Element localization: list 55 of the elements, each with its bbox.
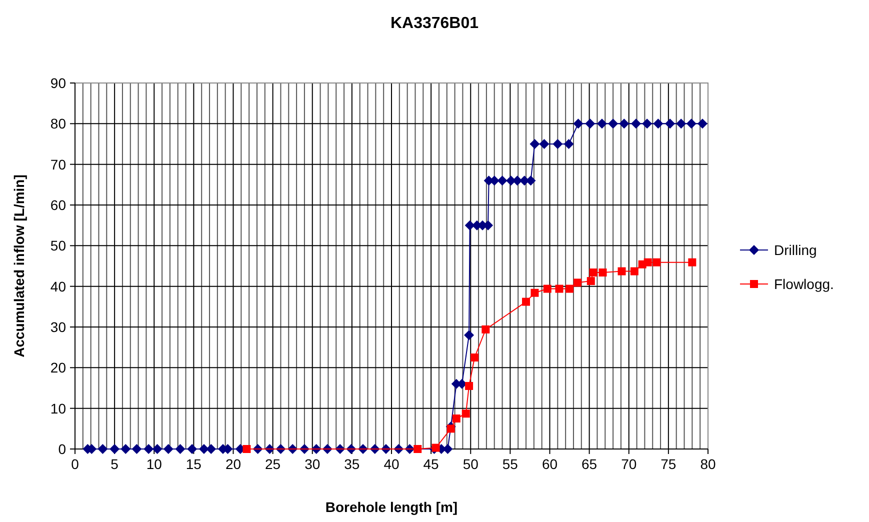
point (630, 267, 638, 276)
x-tick-label: 35 (344, 456, 360, 472)
point (644, 258, 652, 266)
point (432, 444, 440, 452)
point (618, 267, 626, 276)
point (414, 445, 422, 453)
x-tick-label: 45 (423, 456, 440, 472)
point (543, 284, 552, 293)
x-tick-label: 30 (304, 456, 320, 472)
x-tick-label: 20 (225, 456, 242, 472)
x-tick-label: 5 (110, 456, 119, 472)
x-tick-label: 50 (462, 456, 479, 472)
x-tick-label: 25 (265, 456, 281, 472)
point (242, 445, 251, 453)
y-tick-label: 90 (50, 75, 66, 91)
x-axis-title: Borehole length [m] (325, 499, 458, 515)
x-tick-label: 65 (582, 456, 598, 472)
x-tick-label: 15 (186, 456, 202, 472)
y-tick-label: 0 (58, 441, 66, 457)
point (462, 410, 470, 418)
x-tick-label: 0 (71, 456, 80, 472)
chart-title: KA3376B01 (390, 15, 479, 32)
point (688, 258, 696, 266)
x-tick-label: 10 (146, 456, 162, 472)
point (652, 258, 661, 266)
point (555, 284, 564, 293)
point (589, 268, 598, 277)
y-tick-label: 40 (50, 278, 66, 294)
x-tick-label: 40 (384, 456, 400, 472)
y-tick-label: 10 (50, 400, 66, 416)
legend-label: Drilling (774, 242, 817, 258)
x-tick-label: 55 (502, 456, 518, 472)
x-tick-label: 60 (542, 456, 558, 472)
x-tick-label: 75 (660, 456, 676, 472)
point (566, 284, 574, 293)
point (522, 298, 530, 306)
point (446, 424, 455, 433)
x-tick-label: 70 (621, 456, 637, 472)
point (530, 288, 539, 297)
y-tick-label: 20 (50, 360, 66, 376)
point (452, 414, 460, 422)
y-tick-label: 30 (50, 319, 66, 335)
point (586, 277, 595, 286)
point (573, 278, 582, 287)
point (465, 382, 474, 390)
y-tick-label: 80 (50, 116, 66, 132)
point (598, 268, 607, 277)
point (470, 354, 479, 362)
legend-label: Flowlogg. (774, 276, 834, 292)
y-tick-label: 60 (50, 197, 66, 213)
point (482, 325, 490, 334)
y-tick-label: 70 (50, 156, 66, 172)
y-axis-title: Accumulated inflow [L/min] (11, 174, 27, 358)
y-tick-label: 50 (50, 238, 66, 254)
x-tick-label: 80 (700, 456, 716, 472)
